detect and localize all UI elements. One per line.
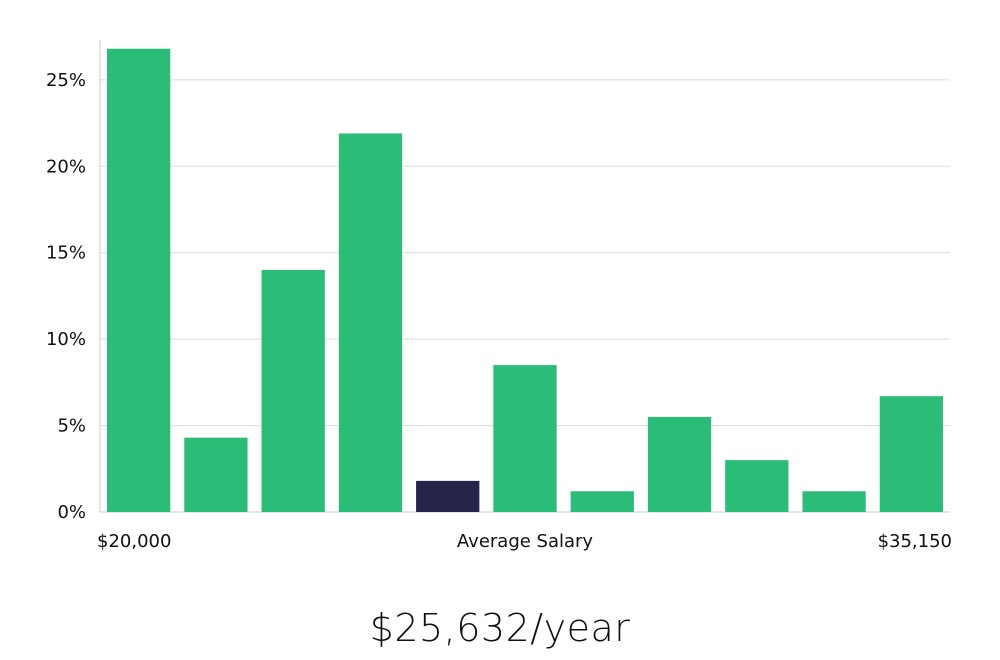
bars (107, 48, 943, 512)
y-tick-label: 15% (46, 243, 86, 264)
bar (570, 491, 634, 512)
bar (493, 365, 557, 512)
bar (184, 437, 248, 512)
x-end-label: $35,150 (878, 531, 952, 552)
average-salary-value: $25,632/year (369, 606, 631, 650)
x-start-label: $20,000 (97, 531, 171, 552)
y-tick-label: 0% (57, 502, 86, 523)
y-tick-label: 25% (46, 70, 86, 91)
y-tick-label: 10% (46, 329, 86, 350)
bar (802, 491, 866, 512)
bar (725, 460, 789, 512)
y-tick-label: 20% (46, 156, 86, 177)
bar (107, 48, 171, 512)
bar (879, 396, 943, 512)
bar (647, 416, 712, 512)
y-tick-label: 5% (57, 416, 86, 437)
bar (261, 270, 325, 512)
x-axis-title: Average Salary (457, 531, 594, 552)
bar-highlighted (416, 480, 480, 512)
y-tick-labels: 0% 5% 10% 15% 20% 25% (46, 70, 86, 523)
bar (338, 133, 403, 512)
salary-histogram: 0%5%10%15%20%25% $20,000 Average Salary … (46, 40, 952, 552)
